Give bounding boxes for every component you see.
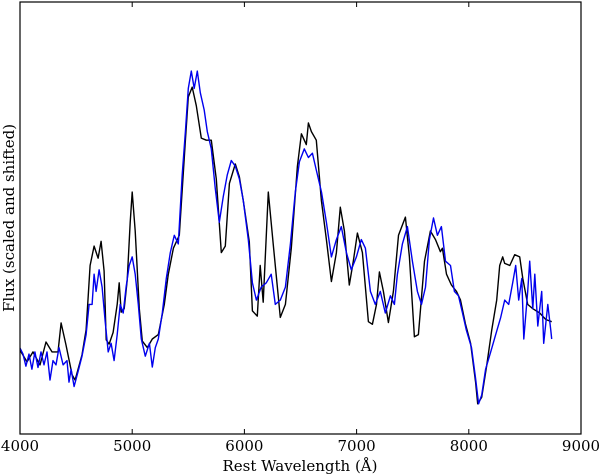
plot-frame <box>19 1 582 435</box>
x-tick-label: 9000 <box>562 437 600 455</box>
x-tick-label: 7000 <box>338 437 376 455</box>
x-axis-label: Rest Wavelength (Å) <box>222 457 377 475</box>
x-tick-label: 6000 <box>225 437 263 455</box>
x-axis-ticks: 4000 5000 6000 7000 8000 9000 <box>1 2 600 455</box>
x-tick-label: 5000 <box>113 437 151 455</box>
y-axis-label: Flux (scaled and shifted) <box>0 124 18 312</box>
x-tick-label: 8000 <box>450 437 488 455</box>
black-spectrum-line <box>19 86 552 405</box>
x-tick-label: 4000 <box>1 437 39 455</box>
blue-spectrum-line <box>19 70 553 405</box>
series-layer <box>19 70 553 405</box>
